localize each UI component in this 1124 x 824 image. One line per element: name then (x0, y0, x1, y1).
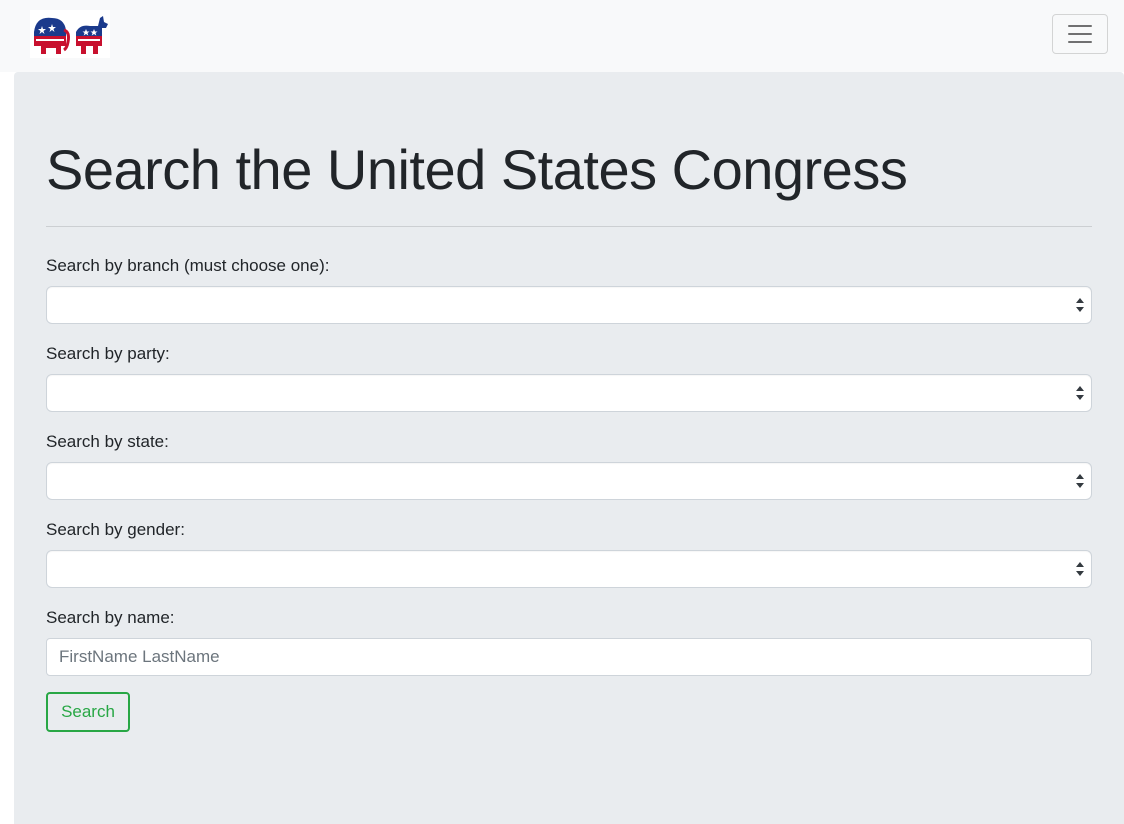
divider (46, 226, 1092, 227)
select-arrows-icon (1076, 386, 1084, 400)
navbar-toggler-button[interactable] (1052, 14, 1108, 54)
search-jumbotron: Search the United States Congress Search… (14, 72, 1124, 824)
select-arrows-icon (1076, 562, 1084, 576)
gender-select[interactable] (46, 550, 1092, 588)
party-select[interactable] (46, 374, 1092, 412)
page-title: Search the United States Congress (46, 138, 908, 201)
hamburger-menu-icon (1068, 25, 1092, 27)
gender-label: Search by gender: (46, 520, 185, 539)
elephant-donkey-icon (34, 16, 108, 54)
search-button[interactable]: Search (46, 692, 130, 732)
select-arrows-icon (1076, 298, 1084, 312)
navbar (0, 0, 1124, 72)
state-label: Search by state: (46, 432, 169, 451)
branch-label: Search by branch (must choose one): (46, 256, 330, 275)
party-logo[interactable] (30, 10, 110, 58)
state-select[interactable] (46, 462, 1092, 500)
party-label: Search by party: (46, 344, 170, 363)
name-input[interactable] (46, 638, 1092, 676)
name-label: Search by name: (46, 608, 175, 627)
branch-select[interactable] (46, 286, 1092, 324)
hamburger-menu-icon-bar (1068, 33, 1092, 35)
select-arrows-icon (1076, 474, 1084, 488)
hamburger-menu-icon-bar (1068, 41, 1092, 43)
